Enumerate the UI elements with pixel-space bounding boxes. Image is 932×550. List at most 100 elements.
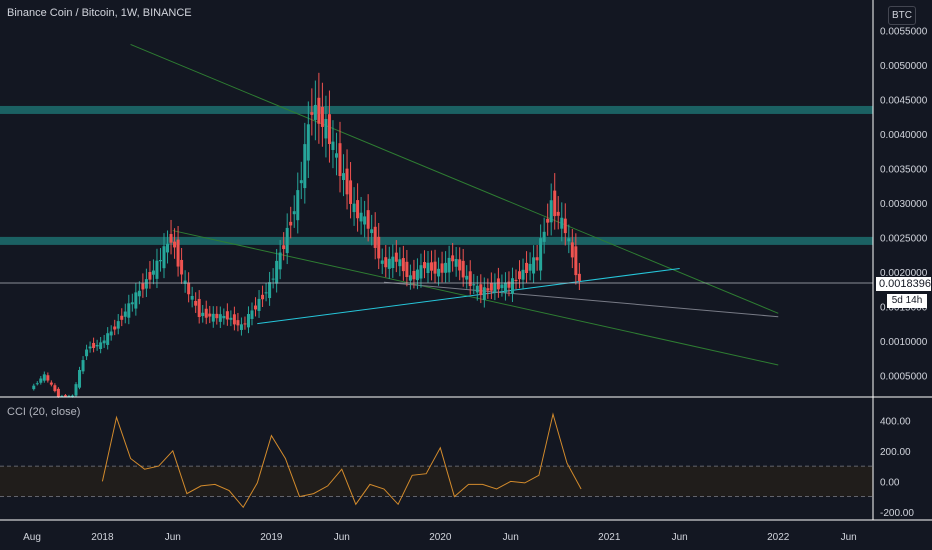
candle-body <box>500 284 504 289</box>
candle-body <box>95 344 99 347</box>
candle-body <box>525 262 529 274</box>
time-tick-label: Aug <box>23 532 41 543</box>
candle-body <box>475 285 479 293</box>
candle-body <box>218 314 222 322</box>
candle-body <box>430 262 434 271</box>
candle-body <box>384 257 388 268</box>
price-tick-label: 0.0005000 <box>880 371 928 382</box>
candle-body <box>282 245 286 250</box>
price-tick-label: 0.0020000 <box>880 268 928 279</box>
candle-body <box>148 272 152 280</box>
candle-body <box>405 261 409 277</box>
candle-body <box>183 280 187 284</box>
candle-body <box>454 258 458 267</box>
candle-body <box>352 203 356 213</box>
candle-body <box>521 269 525 280</box>
candle-body <box>232 314 236 325</box>
candle-body <box>162 246 166 269</box>
candle-body <box>99 342 103 349</box>
candle-body <box>542 231 546 242</box>
candle-body <box>261 294 265 300</box>
candle-body <box>458 259 462 271</box>
time-tick-label: Jun <box>672 532 688 543</box>
candle-body <box>310 112 314 115</box>
candle-body <box>201 312 205 317</box>
candle-body <box>229 317 233 320</box>
candle-body <box>78 370 82 388</box>
candle-body <box>271 278 275 280</box>
candle-body <box>49 382 53 385</box>
candle-body <box>486 288 490 291</box>
candle-body <box>102 340 106 344</box>
candle-body <box>518 271 522 280</box>
candle-body <box>268 282 272 299</box>
candle-body <box>109 331 113 336</box>
candle-body <box>246 314 250 328</box>
candle-body <box>243 323 247 325</box>
candle-body <box>176 239 180 267</box>
candle-body <box>507 281 511 288</box>
time-axis[interactable]: Aug2018Jun2019Jun2020Jun2021Jun2022Jun20… <box>23 532 932 543</box>
candle-body <box>528 263 532 271</box>
cci-pane <box>0 412 873 509</box>
candle-body <box>92 342 96 348</box>
candle-body <box>327 114 331 145</box>
time-tick-label: 2018 <box>91 532 114 543</box>
candle-body <box>239 324 243 330</box>
candle-body <box>134 292 138 309</box>
chart-title: Binance Coin / Bitcoin, 1W, BINANCE <box>7 7 192 19</box>
candle-body <box>204 308 208 318</box>
candle-body <box>187 282 191 295</box>
price-tick-label: 0.0055000 <box>880 27 928 38</box>
candle-body <box>88 346 92 349</box>
candle-body <box>479 284 483 296</box>
candle-body <box>63 395 67 397</box>
candle-body <box>324 118 328 139</box>
candle-body <box>570 242 574 258</box>
candle-body <box>169 234 173 243</box>
candle-body <box>331 141 335 150</box>
candle-body <box>215 313 219 319</box>
candle-body <box>468 271 472 287</box>
candle-body <box>137 290 141 297</box>
candle-body <box>299 180 303 184</box>
candle-body <box>577 273 581 282</box>
candle-body <box>158 260 162 262</box>
candle-body <box>422 262 426 269</box>
cci-axis[interactable]: 400.00 200.00 0.00 -200.00 <box>880 416 914 519</box>
candle-body <box>408 275 412 281</box>
time-tick-label: 2020 <box>429 532 452 543</box>
candle-body <box>535 257 539 261</box>
candle-body <box>56 388 60 397</box>
candle-body <box>366 210 370 229</box>
price-tick-label: 0.0030000 <box>880 199 928 210</box>
price-tick-label: 0.0050000 <box>880 61 928 72</box>
currency-unit-button[interactable]: BTC <box>888 6 916 25</box>
cci-tick-label: -200.00 <box>880 508 914 519</box>
candle-body <box>180 259 184 275</box>
candle-body <box>208 313 212 317</box>
candle-body <box>296 190 300 221</box>
candle-body <box>412 270 416 280</box>
candle-body <box>123 311 127 317</box>
candle-body <box>236 320 240 326</box>
candle-body <box>116 321 120 329</box>
candle-body <box>465 275 469 280</box>
candle-body <box>42 374 46 381</box>
candle-body <box>394 252 398 262</box>
candle-body <box>419 265 423 279</box>
candle-body <box>285 227 289 254</box>
candle-body <box>553 190 557 217</box>
support-resistance-zones <box>0 105 873 245</box>
horizontal-zone <box>0 105 873 114</box>
candle-body <box>317 97 321 124</box>
price-axis[interactable]: 0.0055000 0.0050000 0.0045000 0.0040000 0.00… <box>880 27 928 383</box>
candle-body <box>496 278 500 290</box>
time-tick-label: 2021 <box>598 532 621 543</box>
candle-body <box>211 313 215 322</box>
candle-body <box>60 395 64 397</box>
candle-body <box>345 168 349 195</box>
candle-body <box>342 173 346 181</box>
cci-indicator-title[interactable]: CCI (20, close) <box>7 406 81 418</box>
